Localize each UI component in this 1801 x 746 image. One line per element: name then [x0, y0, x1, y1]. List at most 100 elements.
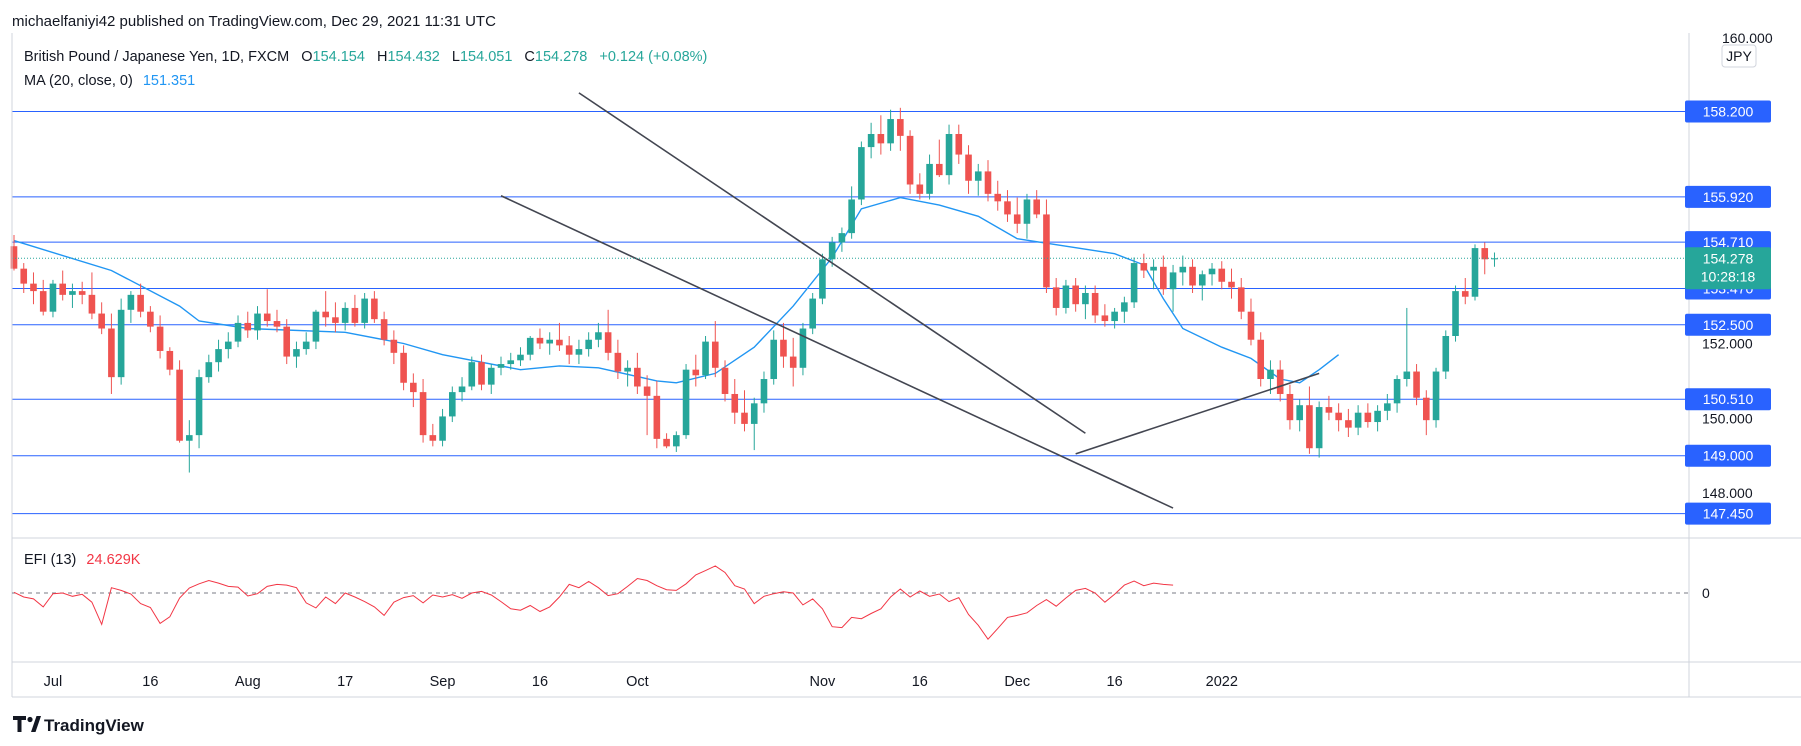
candle-body [1276, 369, 1284, 394]
candle [565, 336, 573, 365]
candle-body [380, 319, 388, 340]
candle-body [497, 364, 505, 368]
candle-body [926, 163, 933, 194]
candle [1423, 390, 1430, 436]
candle [1491, 252, 1498, 267]
svg-text:British Pound / Japanese Yen,: British Pound / Japanese Yen, 1D, FXCM O… [24, 49, 707, 65]
candle [867, 122, 875, 159]
candle [1432, 367, 1440, 428]
candle-body [39, 291, 47, 312]
candle [380, 311, 388, 346]
candle-body [351, 307, 359, 323]
price-axis[interactable]: 152.000 150.000 148.000 [1702, 335, 1753, 501]
candle-body [556, 339, 563, 346]
open-value: 154.154 [313, 49, 365, 65]
candle [98, 302, 105, 335]
candle-body [1004, 201, 1011, 215]
efi-legend[interactable]: EFI (13) 24.629K [24, 552, 141, 568]
candle-body [108, 328, 115, 378]
candle [994, 180, 1002, 211]
candle-body [59, 283, 66, 295]
candle-body [1091, 292, 1099, 316]
time-tick-label: 16 [1107, 674, 1123, 690]
level-badge [1685, 388, 1771, 411]
candle [1228, 268, 1235, 299]
candle-body [263, 313, 271, 322]
candle [1208, 263, 1216, 286]
candle-body [1160, 266, 1167, 290]
currency-box[interactable] [1721, 44, 1757, 68]
candle [205, 354, 213, 383]
candle [166, 347, 174, 376]
candle [439, 408, 446, 447]
candle [750, 397, 758, 451]
candle [1150, 259, 1157, 290]
current-price-badge [1685, 247, 1771, 290]
candle-body [1403, 371, 1411, 380]
candle [819, 253, 826, 305]
channel-line [1075, 372, 1320, 455]
candle-body [1471, 248, 1479, 297]
candle [390, 330, 398, 365]
candle [760, 371, 768, 413]
candle-body [1315, 407, 1323, 449]
change-value: +0.124 (+0.08%) [599, 49, 707, 65]
candle-body [176, 369, 183, 441]
efi-line [13, 565, 1174, 640]
candle [770, 330, 778, 385]
candle [731, 379, 739, 424]
candle [312, 309, 320, 350]
candle [916, 173, 924, 200]
candle [351, 294, 359, 327]
candle-body [643, 386, 651, 396]
tradingview-logo[interactable]: TradingView [13, 716, 145, 735]
candle-body [186, 435, 193, 441]
time-tick-label: Sep [430, 674, 456, 690]
candle [789, 337, 797, 387]
tradingview-logo-icon [13, 716, 41, 732]
candle [858, 141, 865, 206]
legend[interactable]: British Pound / Japanese Yen, 1D, FXCM O… [24, 49, 707, 89]
level-badge [1685, 185, 1771, 208]
candle-body [819, 259, 826, 299]
candle-body [117, 309, 125, 378]
candle-body [1150, 266, 1157, 271]
candle-body [887, 119, 894, 144]
level-badge-label: 154.710 [1703, 234, 1754, 250]
candle-body [741, 412, 748, 424]
candle-body [1179, 266, 1187, 273]
efi-pane[interactable] [12, 565, 1689, 640]
candle-body [1169, 272, 1177, 290]
level-badge-label: 147.450 [1703, 506, 1754, 522]
level-badge-label: 152.500 [1703, 317, 1754, 333]
candle [487, 364, 495, 394]
candle-body [1491, 258, 1498, 260]
level-badge [1685, 313, 1771, 336]
candle-body [634, 367, 641, 387]
candle [332, 302, 339, 333]
candle [838, 227, 846, 252]
candle [780, 322, 787, 368]
candle-body [536, 337, 544, 344]
candle [1033, 190, 1040, 219]
candle [604, 309, 612, 361]
candle [1481, 242, 1489, 275]
price-pane[interactable] [12, 33, 1689, 538]
candle-body [1101, 315, 1109, 322]
candle [10, 235, 18, 271]
candle [1296, 399, 1303, 432]
candle-body [147, 311, 154, 327]
candle [673, 431, 680, 452]
candle-body [1023, 199, 1031, 224]
candle [692, 354, 700, 387]
candle-body [322, 311, 329, 318]
low-value: 154.051 [460, 49, 512, 65]
candle-body [780, 339, 787, 357]
price-tick-label: 150.000 [1702, 410, 1753, 426]
candle-body [653, 395, 661, 439]
time-axis[interactable]: Jul 16 Aug 17 Sep 16 Oct Nov 16 Dec 16 2022 [44, 674, 1238, 690]
level-badge [1685, 100, 1771, 123]
candle [195, 369, 203, 449]
candle [1452, 285, 1459, 342]
